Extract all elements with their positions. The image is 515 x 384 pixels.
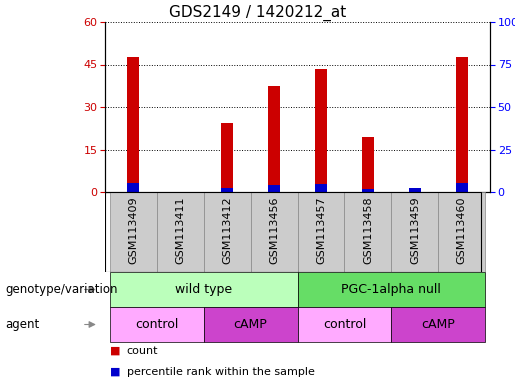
Bar [315, 184, 327, 192]
Bar [362, 137, 374, 192]
Text: GSM113458: GSM113458 [363, 196, 373, 264]
Text: genotype/variation: genotype/variation [5, 283, 117, 296]
Bar [110, 192, 157, 272]
Text: agent: agent [5, 318, 40, 331]
Text: GSM113412: GSM113412 [222, 196, 232, 264]
Text: count: count [127, 346, 158, 356]
Text: control: control [323, 318, 366, 331]
Bar [127, 58, 139, 192]
Bar [362, 189, 374, 192]
Text: cAMP: cAMP [234, 318, 267, 331]
Bar [157, 192, 203, 272]
Bar [409, 190, 421, 192]
Text: GSM113409: GSM113409 [128, 196, 138, 264]
Bar [456, 58, 468, 192]
Bar [221, 188, 233, 192]
Text: GSM113411: GSM113411 [175, 196, 185, 263]
Text: percentile rank within the sample: percentile rank within the sample [127, 367, 315, 377]
Bar [268, 86, 280, 192]
Bar [409, 188, 421, 192]
Text: PGC-1alpha null: PGC-1alpha null [341, 283, 441, 296]
Text: ■: ■ [110, 367, 121, 377]
Text: wild type: wild type [175, 283, 232, 296]
Bar [315, 69, 327, 192]
Bar [127, 183, 139, 192]
Text: GSM113457: GSM113457 [316, 196, 326, 264]
Text: GSM113460: GSM113460 [457, 196, 467, 263]
Text: GDS2149 / 1420212_at: GDS2149 / 1420212_at [169, 5, 346, 21]
Bar [391, 192, 438, 272]
Bar [456, 183, 468, 192]
Bar [203, 192, 251, 272]
Text: control: control [135, 318, 178, 331]
Text: cAMP: cAMP [421, 318, 455, 331]
Bar [438, 192, 485, 272]
Bar [251, 192, 298, 272]
Bar [221, 122, 233, 192]
Text: GSM113459: GSM113459 [410, 196, 420, 264]
Text: GSM113456: GSM113456 [269, 196, 279, 263]
Text: ■: ■ [110, 346, 121, 356]
Bar [298, 192, 345, 272]
Bar [345, 192, 391, 272]
Bar [268, 185, 280, 192]
